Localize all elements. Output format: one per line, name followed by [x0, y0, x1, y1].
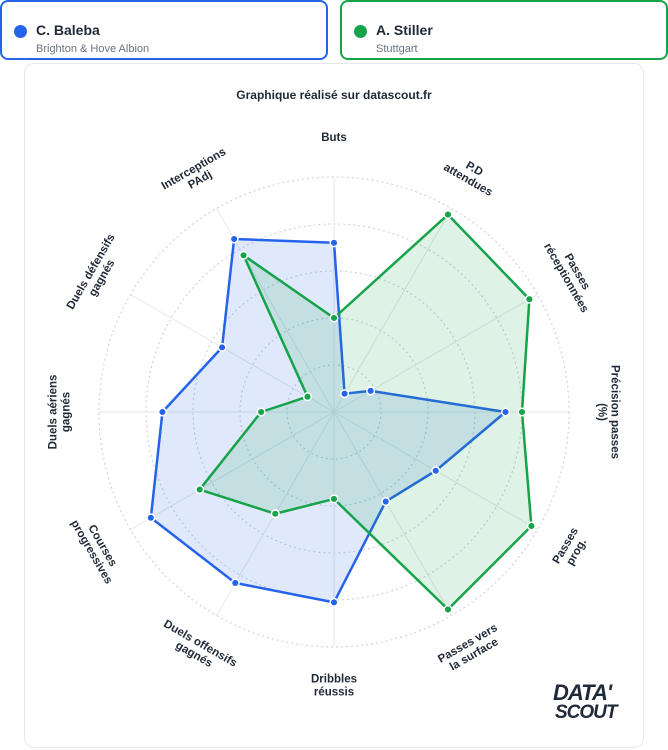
datascout-logo: DATA' SCOUT [553, 680, 633, 728]
data-point [329, 597, 339, 607]
player-color-dot [14, 25, 27, 38]
grid-spoke [130, 294, 335, 413]
axis-label-text: Duels aériens [48, 375, 60, 450]
axis-label: Buts [321, 132, 347, 144]
data-point [340, 389, 350, 399]
data-point [238, 250, 249, 260]
player-name: C. Baleba [36, 22, 100, 38]
axis-label-text: Buts [321, 132, 347, 144]
data-point [329, 494, 339, 504]
data-point [524, 294, 534, 304]
data-point [443, 210, 453, 220]
data-point [526, 521, 536, 531]
axis-label: Précision passes(%) [596, 365, 621, 459]
axis-label-text: Dribbles [311, 674, 357, 686]
data-point [157, 407, 167, 417]
axis-label-text: Précision passes [608, 365, 620, 459]
axis-label-text: (%) [596, 403, 608, 421]
data-point [217, 342, 227, 352]
grid-spoke [130, 411, 335, 530]
data-point [229, 234, 239, 244]
player-name: A. Stiller [376, 22, 433, 38]
data-point [230, 578, 240, 588]
data-point [366, 386, 376, 396]
player-card-baleba[interactable]: C. Baleba Brighton & Hove Albion [0, 0, 328, 60]
data-point [329, 238, 339, 248]
axis-label-text: réussis [314, 686, 354, 698]
logo-text-bottom: SCOUT [555, 702, 617, 723]
data-point [256, 407, 266, 417]
data-point [517, 407, 527, 417]
data-point [443, 604, 453, 614]
radar-points [146, 210, 536, 614]
data-point [195, 485, 205, 495]
data-point [329, 313, 339, 323]
player-team: Stuttgart [376, 43, 418, 55]
data-point [146, 513, 156, 523]
data-point [381, 496, 391, 507]
data-point [501, 407, 511, 417]
logo-text-top: DATA' [553, 680, 612, 705]
axis-label-text: gagnés [60, 392, 72, 432]
data-point [302, 392, 313, 402]
grid-spoke [333, 208, 452, 413]
player-color-dot [354, 25, 367, 38]
player-team: Brighton & Hove Albion [36, 43, 150, 55]
grid-spoke [333, 411, 452, 616]
player-card-stiller[interactable]: A. Stiller Stuttgart [340, 0, 668, 60]
chart-subtitle: Graphique réalisé sur datascout.fr [236, 88, 432, 102]
data-point [270, 509, 280, 519]
radar-areas [149, 213, 533, 611]
axis-label: Duels aériens gagnés [48, 375, 73, 450]
data-point [431, 466, 441, 476]
